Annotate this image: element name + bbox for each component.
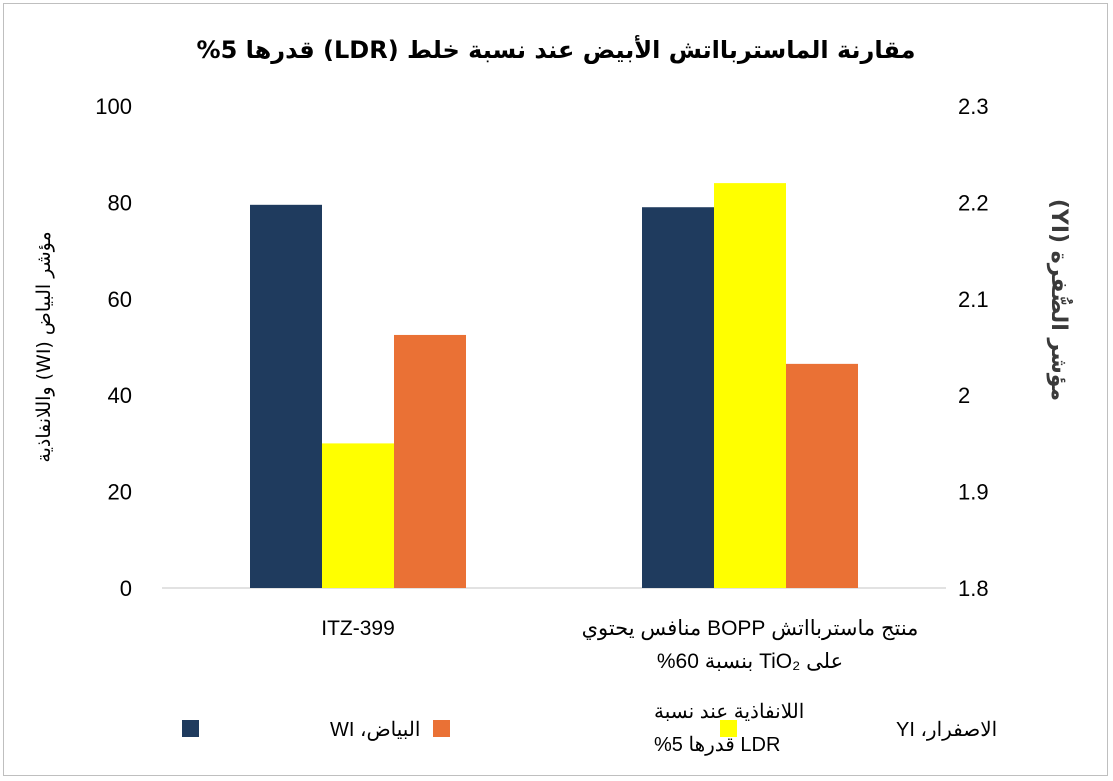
left-tick-label: 0 [120, 576, 132, 601]
bar [394, 334, 466, 588]
right-tick-label: 2.3 [958, 94, 989, 119]
left-tick-label: 40 [108, 383, 132, 408]
legend-swatch [720, 720, 737, 737]
bar [250, 204, 322, 588]
legend-label: البياض، WI [330, 719, 420, 741]
category-labels: ITZ-399 منتج ماستربااتش BOPP منافس يحتوي ع… [321, 617, 918, 673]
legend-label: اللانفاذية عند نسبة [654, 701, 804, 723]
left-tick-label: 80 [108, 190, 132, 215]
legend-label: الاصفرار، YI [896, 719, 997, 741]
category-label: على TiO₂ بنسبة 60% [657, 650, 843, 673]
left-axis-title: مؤشر البياض (WI) واللانفاذية [33, 231, 55, 462]
legend-label: LDR قدرها 5% [654, 734, 780, 756]
chart-title: مقارنة الماستربااتش الأبيض عند نسبة خلط … [197, 35, 916, 64]
bar [322, 443, 394, 588]
right-axis-ticks: 1.8 1.9 2 2.1 2.2 2.3 [958, 94, 989, 601]
left-tick-label: 60 [108, 287, 132, 312]
bars [250, 183, 858, 588]
left-tick-label: 100 [95, 94, 132, 119]
right-tick-label: 2.2 [958, 190, 989, 215]
right-tick-label: 1.8 [958, 576, 989, 601]
category-label: ITZ-399 [321, 617, 395, 640]
legend-swatch [182, 720, 199, 737]
bar [714, 183, 786, 588]
chart-frame [3, 3, 1108, 776]
bar [642, 207, 714, 588]
legend-swatch [433, 720, 450, 737]
left-axis-ticks: 0 20 40 60 80 100 [95, 94, 132, 601]
right-axis-title: مؤشر الصُّفرة (YI) [1046, 199, 1074, 401]
right-tick-label: 2.1 [958, 287, 989, 312]
bar [786, 363, 858, 588]
left-tick-label: 20 [108, 480, 132, 505]
legend: البياض، WI اللانفاذية عند نسبة LDR قدرها 5… [182, 701, 997, 756]
right-tick-label: 1.9 [958, 480, 989, 505]
category-label: منتج ماستربااتش BOPP منافس يحتوي [582, 617, 919, 641]
right-tick-label: 2 [958, 383, 970, 408]
